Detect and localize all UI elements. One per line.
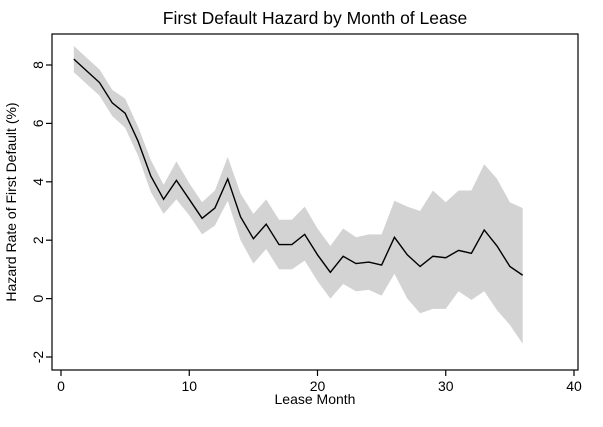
y-axis-label: Hazard Rate of First Default (%) (3, 102, 19, 301)
plot-area: 0 10 20 30 40 -2 0 2 4 6 8 (30, 33, 582, 394)
plot-frame (51, 33, 579, 371)
y-tick-label: -2 (30, 351, 46, 364)
hazard-line (73, 58, 524, 276)
y-tick-label: 8 (30, 61, 46, 69)
chart-title: First Default Hazard by Month of Lease (163, 8, 467, 28)
x-tick-label: 20 (310, 378, 326, 394)
y-tick-label: 4 (30, 178, 46, 186)
y-tick-label: 0 (30, 294, 46, 302)
x-tick-label: 30 (438, 378, 454, 394)
y-tick-label: 6 (30, 119, 46, 127)
x-tick-label: 0 (57, 378, 65, 394)
y-tick-label: 2 (30, 236, 46, 244)
x-tick-label: 40 (566, 378, 582, 394)
confidence-band (73, 46, 523, 344)
x-tick-label: 10 (181, 378, 197, 394)
x-axis-label: Lease Month (275, 391, 356, 407)
